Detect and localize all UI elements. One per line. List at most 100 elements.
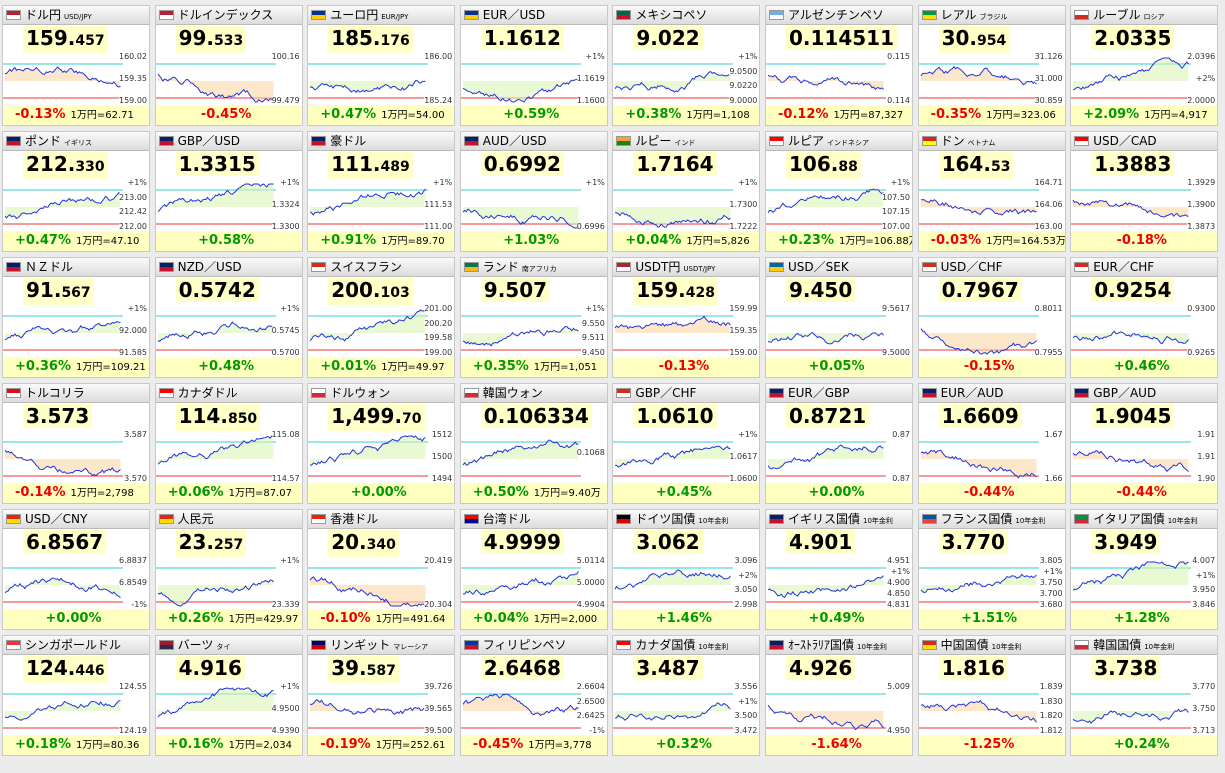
flag xyxy=(158,640,174,650)
sparkline-fill xyxy=(310,699,426,715)
tile-header: 韓国ウォン xyxy=(460,384,607,403)
sparkline-fill xyxy=(615,569,731,590)
price: 2.0335 xyxy=(1091,26,1175,50)
axis-label: 1.0617 xyxy=(729,452,758,461)
price-decimal: 850 xyxy=(227,411,258,427)
sparkline-chart xyxy=(918,567,1039,603)
axis-label: 107.15 xyxy=(882,207,910,217)
axis-label: 3.805 xyxy=(1039,556,1063,565)
tile-header: 豪ドル xyxy=(308,132,455,151)
change: -0.45% xyxy=(472,737,524,752)
sparkline xyxy=(157,183,274,212)
axis-label: +1% xyxy=(1195,570,1216,580)
price: 0.5742 xyxy=(175,278,259,302)
name: ランド xyxy=(482,260,519,274)
axis-label: 185.24 xyxy=(424,96,453,105)
axis-label: +2% xyxy=(1195,74,1216,83)
axis-label: 159.00 xyxy=(119,96,147,105)
sparkline-fill xyxy=(615,71,731,93)
price: 4.916 xyxy=(175,656,245,680)
tile: ドルインデックス 99.533 100.16 99.479 -0.45% xyxy=(154,5,303,126)
axis-label: 4.831 xyxy=(887,600,910,609)
change: +0.01% xyxy=(320,359,377,374)
sub-name: ロシア xyxy=(1143,13,1165,21)
tile: イギリス国債 10年金利 4.901 4.951 +1% 4.900 4.850 4.831 +… xyxy=(765,509,913,630)
axis-label: 1.0600 xyxy=(729,474,758,483)
tile: ユーロ円 EUR/JPY 185.176 186.00 185.24 +0.47% 1万円=… xyxy=(307,5,456,126)
axis-label: 4.850 xyxy=(887,589,910,598)
tile: GBP／CHF 1.0610 +1% 1.0617 1.0600 +0.45% xyxy=(612,383,761,504)
tile: NZD／USD 0.5742 +1% 0.5745 0.5700 +0.48% xyxy=(154,257,303,378)
price-main: 164. xyxy=(941,152,991,176)
flag xyxy=(311,136,327,146)
sparkline xyxy=(920,449,1037,479)
axis-label: 9.5000 xyxy=(882,348,910,357)
sparkline-fill xyxy=(768,575,884,598)
tile: ルーブル ロシア 2.0335 2.0396 +2% 2.0000 +2.09% 1万円=4,… xyxy=(1070,5,1219,126)
tile-header: ドルウォン xyxy=(308,384,455,403)
tile-header: AUD／USD xyxy=(460,132,607,151)
flag xyxy=(463,10,479,20)
axis-label: 2.0000 xyxy=(1187,96,1216,105)
name: 中国国債 xyxy=(940,638,989,652)
price: 3.738 xyxy=(1091,656,1161,680)
price-decimal: 340 xyxy=(366,537,396,553)
yen-rate: 1万円=2,000 xyxy=(533,614,598,625)
axis-label: +2% xyxy=(737,570,758,580)
price: 9.450 xyxy=(786,278,856,302)
footer: +0.26% 1万円=429.97 xyxy=(155,609,302,629)
tile: EUR／AUD 1.6609 1.67 1.66 -0.44% xyxy=(917,383,1066,504)
tile: イタリア国債 10年金利 3.949 4.007 +1% 3.950 3.846 +1.28% xyxy=(1070,509,1219,630)
change: +0.91% xyxy=(320,233,377,248)
footer: +0.24% xyxy=(1071,735,1218,755)
price: 1.816 xyxy=(938,656,1008,680)
change: +0.32% xyxy=(655,737,712,752)
tile: 韓国国債 10年金利 3.738 3.770 3.750 3.713 +0.24% xyxy=(1070,635,1219,756)
name: GBP／AUD xyxy=(1093,386,1157,400)
axis-label: 4.9904 xyxy=(576,600,605,609)
sparkline xyxy=(157,321,274,343)
price-main: 3.062 xyxy=(636,530,700,554)
tile-header: ポンド イギリス xyxy=(3,132,149,151)
axis-label: 0.6996 xyxy=(576,222,605,231)
name: NZD／USD xyxy=(177,260,242,274)
name: シンガポールドル xyxy=(25,638,122,652)
axis-label: 1.812 xyxy=(1039,726,1063,735)
change: +0.45% xyxy=(655,485,712,500)
tile: メキシコペソ 9.022 +1% 9.0500 9.0220 9.0000 +0.38% 1万… xyxy=(612,5,761,126)
price-main: 0.7967 xyxy=(941,278,1019,302)
yen-rate: 1万円=87.07 xyxy=(228,488,292,499)
sparkline-fill xyxy=(310,80,426,93)
change: +0.36% xyxy=(15,359,71,374)
flag xyxy=(1074,10,1090,20)
sparkline xyxy=(4,577,121,599)
change: +0.00% xyxy=(350,485,407,500)
footer: +0.32% xyxy=(613,735,760,755)
price-main: 212. xyxy=(26,152,76,176)
footer: +0.06% 1万円=87.07 xyxy=(155,483,302,503)
sparkline-chart xyxy=(155,63,276,103)
flag xyxy=(463,136,479,146)
axis-label: 1512 xyxy=(431,430,453,439)
axis-label: 9.450 xyxy=(581,348,605,357)
sparkline xyxy=(462,326,579,347)
axis-label: 1.91 xyxy=(1197,430,1216,439)
name: ＮＺドル xyxy=(25,260,74,274)
flag xyxy=(463,514,479,524)
name: ルーブル xyxy=(1093,8,1141,22)
footer: +0.38% 1万円=1,108 xyxy=(613,105,760,125)
tile-header: ルピア インドネシア xyxy=(766,132,912,151)
tile-header: ドン ベトナム xyxy=(918,132,1065,151)
change: +1.46% xyxy=(655,611,712,626)
axis-label: 30.859 xyxy=(1034,96,1063,105)
flag xyxy=(769,262,784,272)
sparkline-fill xyxy=(462,79,579,102)
name: トルコリラ xyxy=(25,386,85,400)
yen-rate: 1万円=49.97 xyxy=(381,362,445,373)
tile: USD／CHF 0.7967 0.8011 0.7955 -0.15% xyxy=(917,257,1066,378)
footer: +0.47% 1万円=54.00 xyxy=(308,105,455,125)
sub-name: 10年金利 xyxy=(863,517,893,525)
flag xyxy=(311,262,327,272)
name: ルピア xyxy=(788,134,825,148)
axis-label: +1% xyxy=(890,567,910,576)
